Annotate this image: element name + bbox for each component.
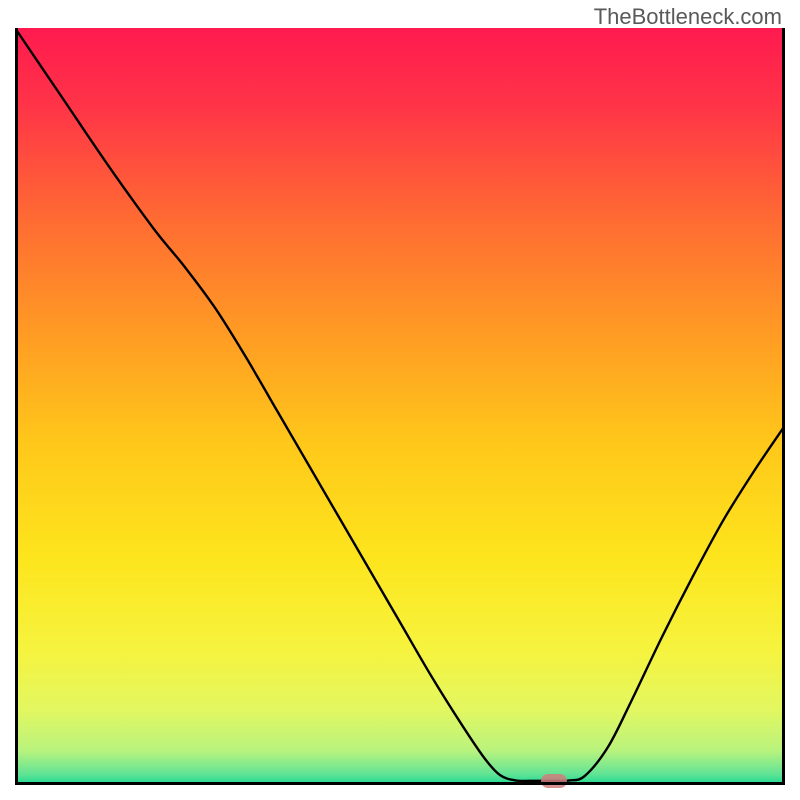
plot-area xyxy=(15,28,785,785)
watermark-link[interactable]: TheBottleneck.com xyxy=(594,4,782,30)
gradient-background xyxy=(15,28,785,785)
chart-container: TheBottleneck.com xyxy=(0,0,800,800)
gradient-rect xyxy=(15,28,785,785)
highlight-marker xyxy=(541,774,567,788)
